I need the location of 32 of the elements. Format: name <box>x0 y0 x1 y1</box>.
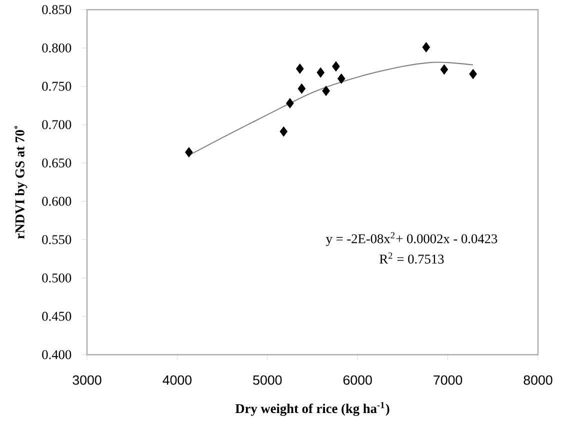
x-axis-title: Dry weight of rice (kg ha$^{-1}$) <box>235 402 390 416</box>
y-tick-label: 0.400 <box>42 350 72 360</box>
y-tick-label: 0.500 <box>42 273 72 283</box>
annotation: R$^{2}$ = 0.7513 <box>380 252 444 264</box>
y-tick-label: 0.650 <box>42 158 72 168</box>
point <box>286 98 294 108</box>
point <box>469 68 477 80</box>
annotation: y = -2E-08x$^{2}$+ 0.0002x - 0.0423 <box>326 232 498 246</box>
x-tick-label: 3000 <box>72 375 102 385</box>
point <box>296 64 304 74</box>
y-tick-label: 0.600 <box>42 196 72 206</box>
y-tick-label: 0.550 <box>42 235 72 244</box>
point <box>422 42 430 52</box>
x-tick-label: 8000 <box>524 375 552 385</box>
y-tick-label: 0.700 <box>42 120 72 130</box>
point <box>185 147 193 158</box>
x-tick-label: 7000 <box>434 375 462 385</box>
x-tick-label: 6000 <box>343 375 372 385</box>
point <box>440 64 448 75</box>
y-tick-label: 0.750 <box>42 82 72 91</box>
x-tick-label: 4000 <box>162 375 192 385</box>
point <box>322 86 330 96</box>
point <box>337 74 346 84</box>
y-tick-label: 0.850 <box>42 5 72 14</box>
y-tick-label: 0.800 <box>42 43 72 53</box>
point <box>280 126 288 137</box>
y-tick-label: 0.450 <box>42 312 72 321</box>
point <box>298 84 306 94</box>
point <box>316 67 324 78</box>
y-axis-title: rNDVI by GS at 70˚ <box>14 126 28 239</box>
x-tick-label: 5000 <box>253 375 282 385</box>
point <box>332 61 340 72</box>
